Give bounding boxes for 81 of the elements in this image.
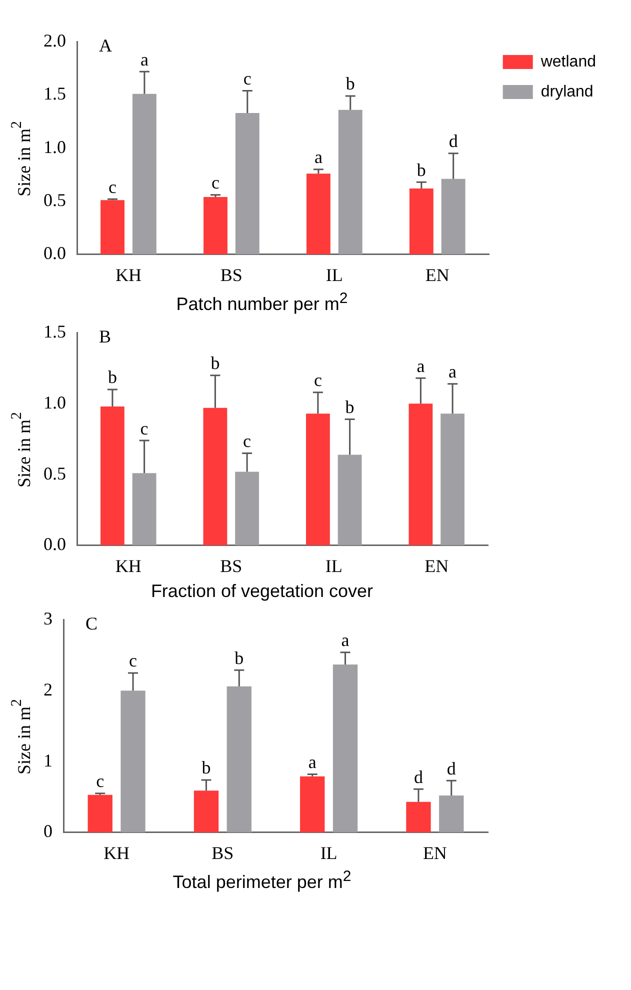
data-label: a [448,362,457,382]
data-label: c [108,176,117,197]
bar [100,406,124,546]
x-tick-label: IL [326,264,343,285]
bar [100,200,124,254]
bar [332,664,358,832]
data-label: c [314,370,322,390]
x-axis-title: Patch number per m$^{2}$ [175,290,349,315]
data-label: b [210,353,220,374]
bar [204,197,228,254]
x-axis-title: Total perimeter per m$^{2}$ [172,868,352,893]
data-label: c [140,418,148,438]
y-tick-label: 0.0 [39,243,66,264]
bar [88,794,112,832]
x-tick-label: BS [220,556,242,576]
y-tick-label: 0 [39,821,52,842]
chart-title: A [99,36,112,56]
bar [441,178,466,254]
x-tick-label: BS [220,264,242,285]
y-tick-label: 1.5 [39,84,66,104]
bar [235,472,259,546]
data-label: a [341,630,350,650]
bar [338,110,362,254]
bar [132,94,156,254]
y-tick-label: 0.5 [39,190,66,210]
bar [406,802,431,832]
data-label: c [243,431,252,452]
data-label: c [96,771,104,792]
y-tick-label: 2 [39,679,52,700]
data-label: a [140,49,148,70]
bar [132,473,156,546]
legend-label: dryland [540,83,594,100]
data-label: c [129,650,138,671]
x-tick-label: KH [115,556,142,576]
x-tick-label: KH [115,264,142,285]
x-tick-label: BS [212,842,234,863]
data-label: b [234,648,244,668]
data-label: b [416,160,426,180]
bar [338,454,362,546]
y-tick-label: 3 [39,608,52,629]
x-tick-label: IL [325,556,342,576]
data-label: c [211,172,220,193]
data-label: b [108,367,117,388]
y-tick-label: 1.5 [39,322,66,342]
bar [306,414,330,546]
y-tick-label: 1 [39,750,52,770]
data-label: c [243,68,252,88]
bar [408,404,433,546]
y-tick-label: 0.0 [39,534,66,554]
data-label: b [345,396,354,417]
x-tick-label: EN [425,264,450,285]
x-tick-label: KH [104,842,130,863]
bar [300,776,325,832]
chart-title: C [86,614,98,634]
data-label: b [202,758,211,778]
y-tick-label: 2.0 [39,30,66,51]
chart-title: B [99,326,112,347]
bar [306,174,330,254]
x-tick-label: EN [422,842,447,863]
data-label: a [416,356,425,376]
data-label: a [314,147,322,168]
bar [226,686,252,832]
bar [409,188,434,254]
bar [194,790,219,832]
x-axis-title: Fraction of vegetation cover [150,581,374,602]
data-label: b [346,74,355,94]
data-label: d [446,758,456,778]
data-label: d [448,131,458,152]
y-tick-label: 1.0 [39,136,66,157]
y-tick-label: 1.0 [39,392,66,412]
bar [440,414,464,546]
x-tick-label: IL [320,842,338,863]
y-tick-label: 0.5 [39,463,66,484]
legend-label: wetland [540,53,596,70]
bar [235,113,260,254]
bar [203,408,228,546]
x-tick-label: EN [424,556,449,576]
data-label: a [308,752,316,772]
bar [120,690,146,832]
bar [439,796,464,832]
data-label: d [414,766,423,787]
